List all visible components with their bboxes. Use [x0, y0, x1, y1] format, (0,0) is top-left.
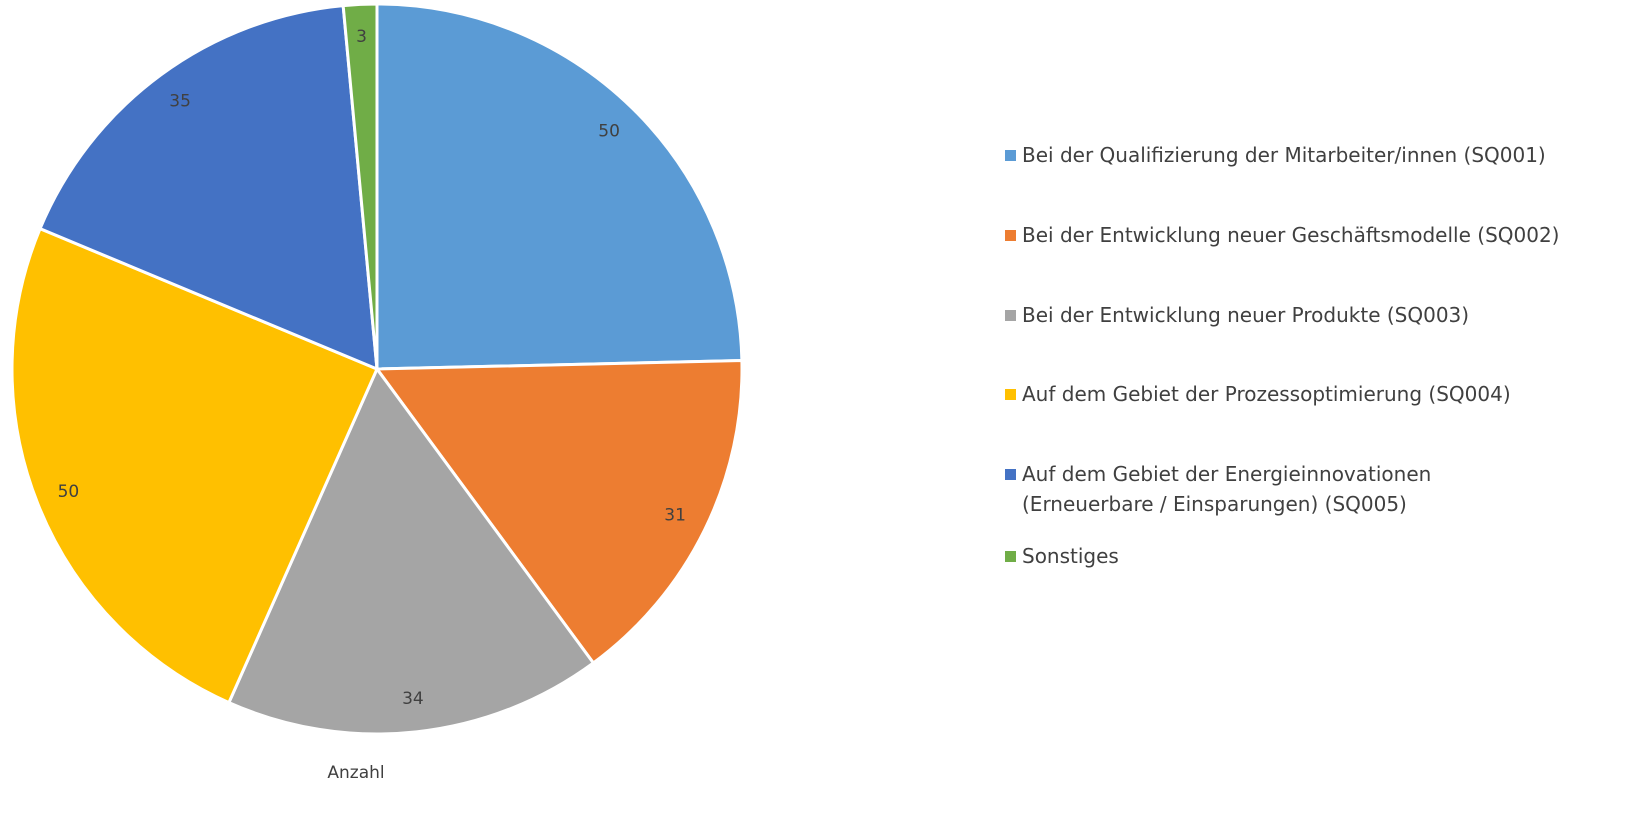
legend-entry: Bei der Entwicklung neuer Geschäftsmodel…: [1005, 220, 1565, 250]
legend-label: Auf dem Gebiet der Prozessoptimierung (S…: [1022, 382, 1511, 406]
legend-swatch: [1005, 310, 1016, 321]
data-label: 3: [356, 27, 367, 47]
legend-label: Bei der Entwicklung neuer Produkte (SQ00…: [1022, 303, 1470, 327]
pie-slice: [10, 226, 379, 705]
legend-entry: Sonstiges: [1005, 541, 1565, 571]
legend-label: Sonstiges: [1022, 544, 1119, 568]
data-label: 34: [402, 689, 424, 709]
legend-entry: Auf dem Gebiet der Prozessoptimierung (S…: [1005, 379, 1565, 409]
legend-entry: Bei der Qualifizierung der Mitarbeiter/i…: [1005, 140, 1565, 170]
axis-label: Anzahl: [327, 763, 384, 783]
legend-label: Bei der Entwicklung neuer Geschäftsmodel…: [1022, 223, 1560, 247]
legend-swatch: [1005, 551, 1016, 562]
legend-label: Bei der Qualifizierung der Mitarbeiter/i…: [1022, 143, 1546, 167]
legend-swatch: [1005, 150, 1016, 161]
pie-slice: [226, 366, 596, 736]
legend-entry: Bei der Entwicklung neuer Produkte (SQ00…: [1005, 300, 1565, 330]
pie-slice: [341, 2, 379, 370]
legend-swatch: [1005, 469, 1016, 480]
data-label: 35: [169, 91, 191, 111]
legend-entry: Auf dem Gebiet der Energieinnovationen (…: [1005, 459, 1565, 519]
legend-swatch: [1005, 389, 1016, 400]
legend-swatch: [1005, 230, 1016, 241]
pie-slice: [374, 358, 744, 666]
data-label: 50: [598, 121, 620, 141]
legend-label: Auf dem Gebiet der Energieinnovationen (…: [1022, 462, 1432, 516]
data-label: 31: [664, 505, 686, 525]
pie-slice: [38, 3, 379, 372]
pie-slice: [375, 2, 744, 371]
data-label: 50: [58, 482, 80, 502]
